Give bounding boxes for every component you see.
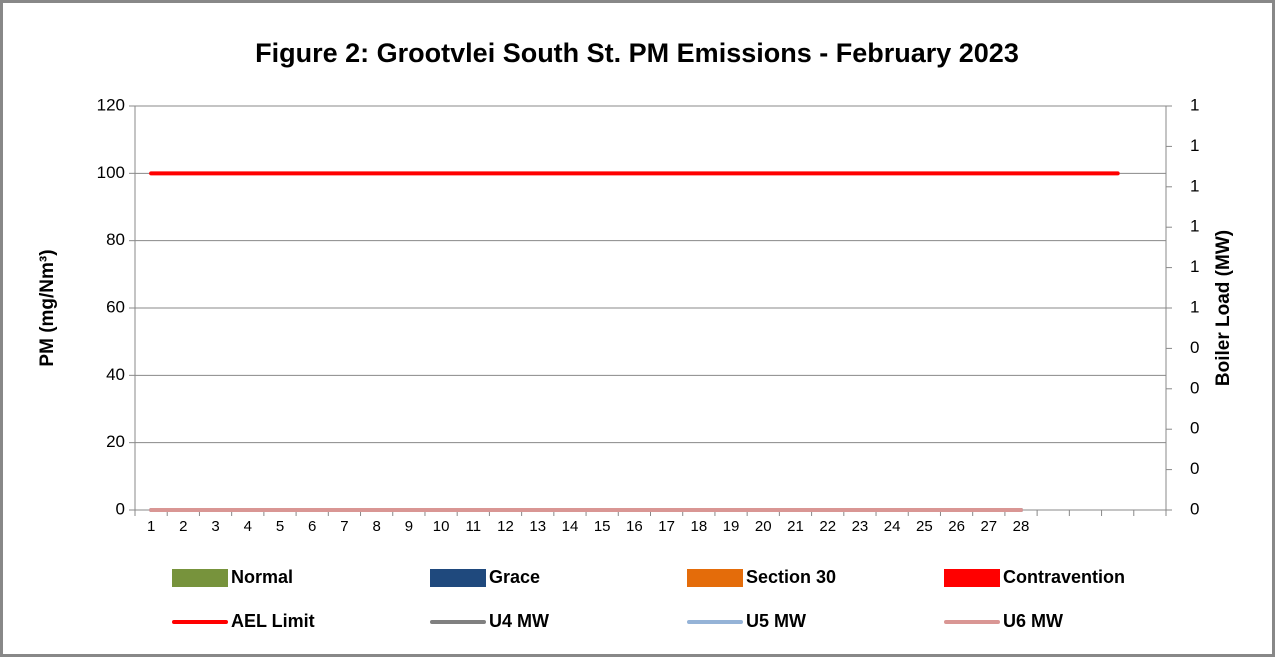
x-tick-label: 13 (529, 518, 546, 535)
x-tick-label: 20 (755, 518, 772, 535)
x-tick-label: 5 (276, 518, 284, 535)
legend-label: Section 30 (746, 567, 836, 587)
x-tick-label: 24 (884, 518, 901, 535)
legend-swatch (430, 569, 486, 587)
legend-label: U5 MW (746, 611, 806, 631)
y2-tick-label: 0 (1190, 378, 1199, 397)
x-tick-label: 19 (723, 518, 740, 535)
x-tick-label: 3 (211, 518, 219, 535)
x-tick-label: 6 (308, 518, 316, 535)
y-tick-label: 100 (97, 163, 125, 182)
y2-tick-label: 0 (1190, 459, 1199, 478)
y2-tick-label: 1 (1190, 95, 1199, 114)
x-tick-label: 25 (916, 518, 933, 535)
x-tick-label: 7 (340, 518, 348, 535)
y-axis-label: PM (mg/Nm³) (37, 249, 58, 366)
y-tick-label: 0 (116, 499, 125, 518)
x-tick-label: 18 (690, 518, 707, 535)
y2-tick-label: 1 (1190, 136, 1199, 155)
x-tick-label: 12 (497, 518, 514, 535)
x-tick-label: 16 (626, 518, 643, 535)
chart-title: Figure 2: Grootvlei South St. PM Emissio… (255, 38, 1019, 68)
legend-label: Normal (231, 567, 293, 587)
legend-swatch (944, 569, 1000, 587)
legend-swatch (172, 569, 228, 587)
y2-tick-label: 1 (1190, 217, 1199, 236)
x-tick-label: 14 (562, 518, 579, 535)
y2-tick-label: 0 (1190, 499, 1199, 518)
x-tick-label: 28 (1013, 518, 1030, 535)
x-tick-label: 15 (594, 518, 611, 535)
x-tick-label: 23 (852, 518, 869, 535)
y-tick-label: 80 (106, 230, 125, 249)
legend-label: AEL Limit (231, 611, 315, 631)
y-tick-label: 60 (106, 297, 125, 316)
x-tick-label: 4 (244, 518, 252, 535)
y-tick-label: 20 (106, 432, 125, 451)
y2-tick-label: 1 (1190, 297, 1199, 316)
x-tick-label: 26 (948, 518, 965, 535)
x-tick-label: 8 (372, 518, 380, 535)
legend-label: U4 MW (489, 611, 549, 631)
x-tick-label: 27 (980, 518, 997, 535)
y-tick-label: 120 (97, 95, 125, 114)
x-tick-label: 17 (658, 518, 675, 535)
x-tick-label: 10 (433, 518, 450, 535)
legend-label: U6 MW (1003, 611, 1063, 631)
x-tick-label: 21 (787, 518, 804, 535)
x-tick-label: 2 (179, 518, 187, 535)
x-tick-label: 9 (405, 518, 413, 535)
y2-tick-label: 1 (1190, 176, 1199, 195)
y2-axis-label: Boiler Load (MW) (1213, 230, 1234, 386)
y2-tick-label: 1 (1190, 257, 1199, 276)
y2-tick-label: 0 (1190, 419, 1199, 438)
x-tick-label: 1 (147, 518, 155, 535)
legend-swatch (687, 569, 743, 587)
legend-label: Grace (489, 567, 540, 587)
x-tick-label: 22 (819, 518, 836, 535)
legend-label: Contravention (1003, 567, 1125, 587)
y-tick-label: 40 (106, 365, 125, 384)
x-tick-label: 11 (466, 518, 482, 535)
y2-tick-label: 0 (1190, 338, 1199, 357)
